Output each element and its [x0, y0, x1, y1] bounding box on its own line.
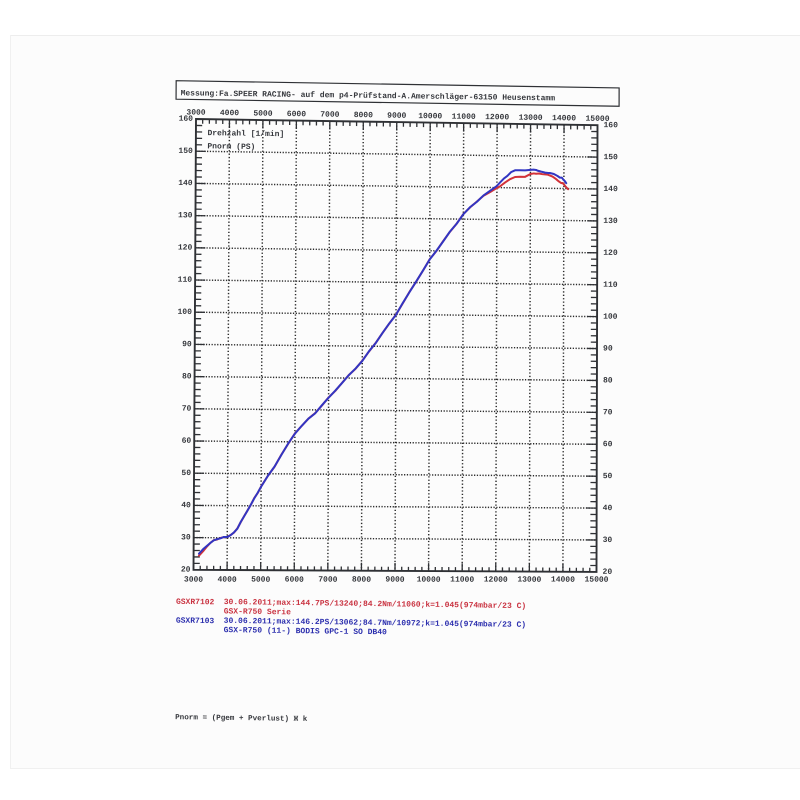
svg-text:140: 140: [178, 179, 193, 188]
svg-text:50: 50: [603, 472, 613, 481]
svg-text:80: 80: [603, 376, 613, 385]
svg-text:8000: 8000: [352, 576, 372, 585]
svg-text:80: 80: [182, 372, 192, 381]
svg-text:30: 30: [603, 536, 613, 545]
svg-text:70: 70: [182, 405, 192, 414]
svg-text:9000: 9000: [385, 576, 405, 585]
svg-text:Drehzahl [1/min]: Drehzahl [1/min]: [207, 129, 284, 139]
svg-text:GSX-R750 (11-) BODIS GPC-1 SO: GSX-R750 (11-) BODIS GPC-1 SO DB40: [224, 626, 388, 637]
svg-text:40: 40: [603, 504, 613, 513]
svg-text:110: 110: [603, 281, 618, 290]
svg-text:14000: 14000: [552, 114, 576, 123]
svg-text:5000: 5000: [253, 110, 273, 119]
svg-text:8000: 8000: [354, 111, 374, 120]
svg-text:20: 20: [181, 566, 191, 575]
svg-text:11000: 11000: [450, 576, 474, 585]
svg-text:130: 130: [603, 217, 618, 226]
svg-text:6000: 6000: [285, 576, 305, 585]
svg-text:10000: 10000: [417, 576, 441, 585]
svg-text:GSXR7102: GSXR7102: [176, 598, 215, 608]
svg-text:15000: 15000: [584, 576, 608, 585]
svg-text:100: 100: [177, 308, 192, 317]
svg-text:11000: 11000: [452, 113, 476, 122]
svg-text:Pnorm (PS): Pnorm (PS): [207, 142, 255, 152]
svg-text:40: 40: [181, 501, 191, 510]
svg-text:10000: 10000: [418, 112, 442, 121]
svg-text:90: 90: [603, 344, 613, 353]
svg-text:6000: 6000: [287, 110, 307, 119]
svg-text:140: 140: [603, 185, 618, 194]
svg-text:4000: 4000: [217, 576, 237, 585]
svg-text:5000: 5000: [251, 576, 271, 585]
svg-text:7000: 7000: [320, 111, 340, 120]
svg-text:3000: 3000: [184, 576, 204, 585]
svg-text:13000: 13000: [519, 114, 543, 123]
svg-text:GSXR7103: GSXR7103: [176, 617, 215, 627]
svg-text:150: 150: [178, 147, 193, 156]
svg-text:3000: 3000: [186, 108, 206, 117]
svg-text:160: 160: [179, 115, 194, 124]
svg-text:30.06.2011;max:146.2PS/13062;8: 30.06.2011;max:146.2PS/13062;84.7Nm/1097…: [224, 617, 527, 630]
svg-text:150: 150: [603, 153, 618, 162]
svg-text:12000: 12000: [484, 576, 508, 585]
svg-text:20: 20: [602, 568, 612, 577]
svg-text:4000: 4000: [220, 109, 240, 118]
svg-text:Pnorm = (Pgem + Pverlust) Ж k: Pnorm = (Pgem + Pverlust) Ж k: [175, 714, 308, 724]
svg-text:130: 130: [178, 211, 193, 220]
svg-text:100: 100: [603, 313, 618, 322]
svg-text:7000: 7000: [318, 576, 338, 585]
svg-text:120: 120: [178, 243, 193, 252]
svg-text:110: 110: [178, 276, 193, 285]
svg-text:50: 50: [181, 469, 191, 478]
svg-text:30: 30: [181, 533, 191, 542]
svg-text:9000: 9000: [387, 112, 407, 121]
svg-text:15000: 15000: [585, 115, 609, 124]
svg-text:90: 90: [182, 340, 192, 349]
svg-text:60: 60: [182, 437, 192, 446]
svg-text:30.06.2011;max:144.7PS/13240;8: 30.06.2011;max:144.7PS/13240;84.2Nm/1106…: [224, 598, 527, 611]
svg-text:13000: 13000: [517, 576, 541, 585]
svg-text:14000: 14000: [551, 576, 575, 585]
svg-text:160: 160: [603, 121, 618, 130]
svg-text:70: 70: [603, 408, 613, 417]
svg-text:GSX-R750 Serie: GSX-R750 Serie: [224, 607, 292, 617]
svg-text:120: 120: [603, 249, 618, 258]
svg-text:60: 60: [603, 440, 613, 449]
svg-text:12000: 12000: [485, 113, 509, 122]
